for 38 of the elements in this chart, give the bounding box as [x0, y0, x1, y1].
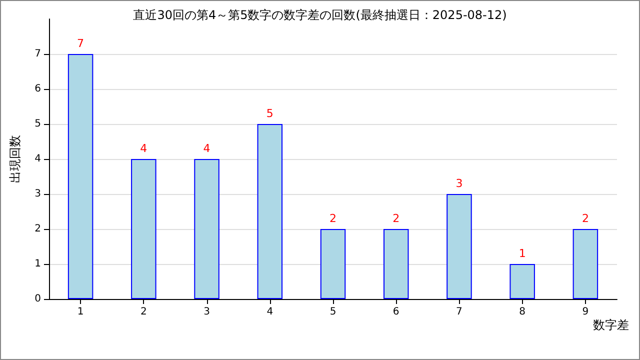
bar — [510, 264, 535, 299]
y-tick-label: 5 — [34, 118, 41, 130]
data-label: 2 — [392, 212, 400, 225]
y-axis-title: 出現回数 — [8, 135, 22, 183]
y-tick-label: 3 — [34, 188, 41, 200]
x-tick-label: 8 — [519, 306, 526, 318]
data-label: 3 — [456, 177, 463, 190]
bar — [68, 54, 94, 299]
data-label: 2 — [582, 212, 589, 225]
bar — [257, 124, 283, 299]
x-tick-label: 7 — [456, 306, 462, 318]
bar — [131, 159, 156, 299]
y-tick-label: 2 — [34, 224, 41, 234]
y-tick-label: 7 — [34, 48, 41, 60]
bar — [572, 229, 598, 299]
bar — [194, 159, 220, 299]
data-label: 5 — [266, 107, 274, 120]
bar — [383, 229, 409, 299]
data-label: 7 — [77, 37, 84, 50]
y-tick-label: 4 — [34, 154, 41, 164]
data-label: 1 — [518, 247, 526, 260]
y-tick-label: 0 — [34, 294, 41, 304]
x-tick-label: 4 — [266, 306, 274, 318]
data-label: 2 — [330, 212, 336, 225]
x-tick-label: 1 — [77, 306, 84, 318]
x-tick-label: 3 — [204, 306, 210, 318]
y-tick-label: 1 — [34, 258, 41, 270]
x-tick-label: 2 — [140, 306, 147, 318]
y-tick-label: 6 — [34, 84, 41, 94]
x-tick-label: 9 — [582, 306, 589, 318]
bar — [320, 229, 346, 299]
data-label: 4 — [203, 142, 210, 155]
x-tick-label: 6 — [392, 306, 400, 318]
x-tick-label: 5 — [330, 306, 336, 318]
x-axis-title: 数字差 — [593, 318, 629, 332]
data-label: 4 — [140, 142, 148, 155]
chart-title: 直近30回の第4～第5数字の数字差の回数(最終抽選日：2025-08-12) — [133, 8, 507, 22]
bar — [446, 194, 472, 299]
